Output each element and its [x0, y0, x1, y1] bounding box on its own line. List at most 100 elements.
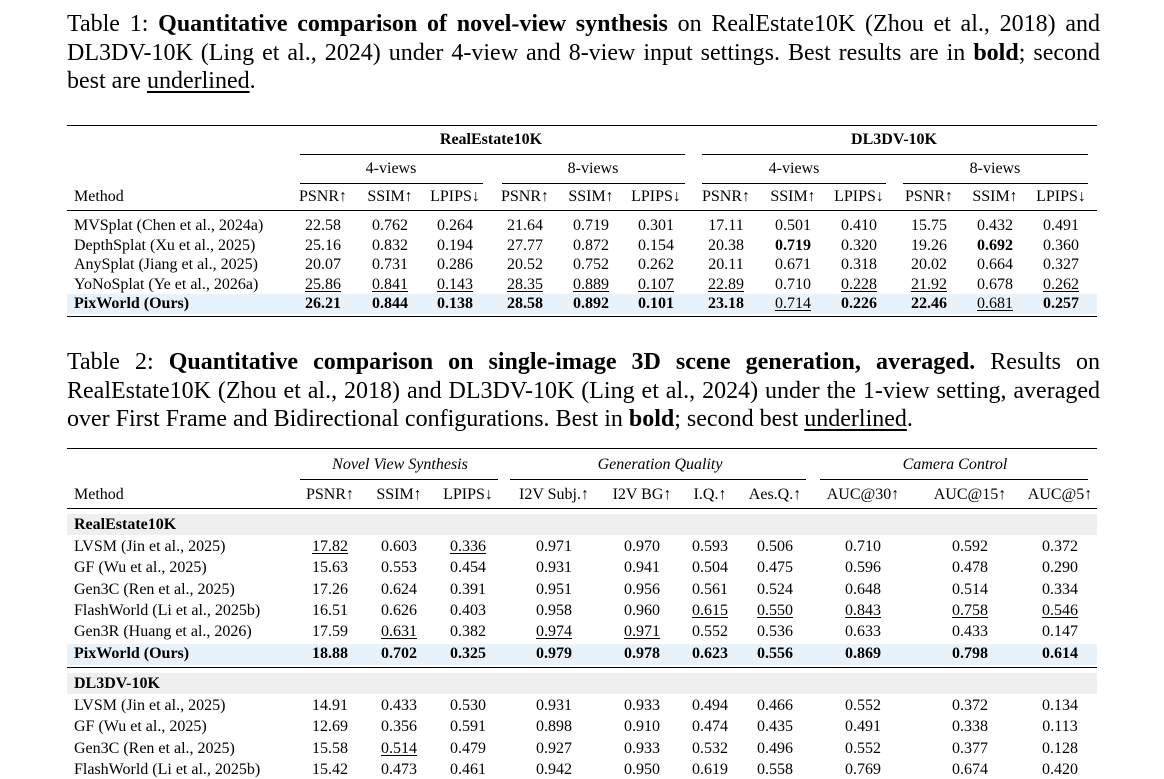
table1-value-cell: 0.327 — [1043, 256, 1079, 273]
table2-value-cell: 0.898 — [536, 718, 572, 735]
table1-group-header: RealEstate10K — [439, 131, 543, 148]
table1-value-cell: 0.194 — [437, 236, 473, 254]
table2-value-cell: 0.506 — [757, 538, 793, 555]
table1-value-cell: 0.872 — [573, 236, 609, 254]
table1-value-cell: 0.154 — [638, 236, 674, 254]
table2-value-cell: 0.391 — [450, 580, 486, 598]
table1-value-cell: 0.262 — [1043, 275, 1079, 293]
table1-method-cell: MVSplat (Chen et al., 2024a) — [74, 217, 264, 234]
table2-value-cell: 0.942 — [536, 761, 572, 778]
table2-method-cell: FlashWorld (Li et al., 2025b) — [74, 761, 261, 778]
table2-value-cell: 0.591 — [450, 718, 486, 735]
table2-method-cell: Gen3C (Ren et al., 2025) — [74, 580, 235, 598]
table2-metric-header: AUC@15↑ — [933, 486, 1007, 503]
table2-value-cell: 0.552 — [692, 623, 728, 640]
table1-sub-header: 8-views — [969, 160, 1021, 177]
table2-value-cell: 0.504 — [692, 559, 728, 576]
table2-value-cell: 0.674 — [952, 761, 988, 778]
table1-group-rule — [300, 154, 685, 155]
table2-value-cell: 0.403 — [450, 602, 486, 619]
table1-value-cell: 0.432 — [977, 217, 1013, 234]
table1-value-cell: 0.228 — [841, 275, 877, 293]
table1-caption-text3: . — [249, 68, 256, 94]
table2-value-cell: 0.433 — [952, 623, 988, 640]
table1-value-cell: 20.02 — [911, 256, 947, 273]
table1-value-cell: 0.286 — [437, 256, 473, 273]
table1-value-cell: 0.257 — [1043, 295, 1079, 312]
table2-value-cell: 12.69 — [312, 718, 348, 735]
table2-value-cell: 0.478 — [952, 559, 988, 576]
table1-value-cell: 0.841 — [372, 275, 408, 293]
table2-value-cell: 0.603 — [381, 538, 417, 555]
table1-top-rule — [67, 125, 1097, 126]
table1-caption-text2: ; second best are — [67, 39, 1101, 95]
table1-metric-header: SSIM↑ — [972, 188, 1018, 205]
table1-value-cell: 0.501 — [775, 217, 811, 234]
table1-value-cell: 0.320 — [841, 236, 877, 254]
table2-value-cell: 15.42 — [312, 761, 348, 778]
table2-value-cell: 0.514 — [952, 580, 988, 598]
table1-sub-rule — [300, 183, 483, 184]
table2-value-cell: 17.26 — [312, 580, 348, 598]
table1-caption-bold-word: bold — [973, 39, 1019, 66]
table2-value-cell: 0.941 — [624, 559, 660, 576]
table2-value-cell: 0.454 — [450, 559, 486, 576]
table2-metric-header: AUC@5↑ — [1027, 486, 1093, 503]
table2-value-cell: 0.532 — [692, 739, 728, 757]
table2-value-cell: 0.496 — [757, 739, 793, 757]
table2-value-cell: 0.552 — [845, 697, 881, 714]
table2-group-header: Camera Control — [902, 456, 1008, 473]
table2-group-rule — [820, 479, 1088, 480]
table1-metric-header: PSNR↑ — [701, 188, 751, 205]
table2-value-cell: 0.933 — [624, 739, 660, 757]
table2-method-cell: GF (Wu et al., 2025) — [74, 718, 207, 735]
table2-value-cell: 0.134 — [1042, 697, 1078, 714]
table2-caption-text1: Results on RealEstate10K (Zhou et al., 2… — [67, 349, 1101, 432]
table1-caption-title: Quantitative comparison of novel-view sy… — [158, 11, 668, 37]
table2-method-cell: FlashWorld (Li et al., 2025b) — [74, 602, 261, 619]
table1-value-cell: 19.26 — [911, 236, 947, 254]
table2-value-cell: 0.113 — [1042, 718, 1078, 735]
table1-value-cell: 0.360 — [1043, 236, 1079, 254]
table2-method-cell: LVSM (Jin et al., 2025) — [74, 538, 226, 555]
table2-value-cell: 0.951 — [536, 580, 572, 598]
table2-value-cell: 0.931 — [536, 559, 572, 576]
table2-value-cell: 0.593 — [692, 538, 728, 555]
table2-value-cell: 0.556 — [757, 644, 793, 662]
table1-value-cell: 0.410 — [841, 217, 877, 234]
table1-value-cell: 0.844 — [372, 295, 408, 312]
table2-value-cell: 0.623 — [692, 644, 728, 662]
table2-value-cell: 0.970 — [624, 538, 660, 555]
table2-method-header: Method — [74, 486, 124, 503]
table1-metric-header: SSIM↑ — [770, 188, 816, 205]
table2-value-cell: 0.933 — [624, 697, 660, 714]
table2-value-cell: 0.433 — [381, 697, 417, 714]
table1-value-cell: 23.18 — [708, 295, 744, 312]
table2-value-cell: 0.435 — [757, 718, 793, 735]
table2-value-cell: 0.971 — [624, 623, 660, 640]
table1-bottom-rule — [67, 316, 1097, 317]
table1-value-cell: 0.714 — [775, 295, 811, 312]
table1-method-cell: AnySplat (Jiang et al., 2025) — [74, 256, 258, 273]
table1-value-cell: 25.86 — [305, 275, 341, 293]
table2-value-cell: 0.377 — [952, 739, 988, 757]
table2-value-cell: 0.325 — [450, 644, 486, 662]
table2-value-cell: 0.615 — [692, 602, 728, 619]
table2-value-cell: 15.63 — [312, 559, 348, 576]
table2-metric-header: PSNR↑ — [305, 486, 355, 503]
table1-value-cell: 0.107 — [638, 275, 674, 293]
table1-value-cell: 0.101 — [638, 295, 674, 312]
table2-group-header: Generation Quality — [597, 456, 723, 473]
table1-value-cell: 0.143 — [437, 275, 473, 293]
table1-metric-header: PSNR↑ — [904, 188, 954, 205]
table2-value-cell: 0.290 — [1042, 559, 1078, 576]
table1-value-cell: 22.89 — [708, 275, 744, 293]
table1-value-cell: 28.35 — [507, 275, 543, 293]
table2-method-cell: Gen3R (Huang et al., 2026) — [74, 623, 252, 640]
table1-caption-underline-word: underlined — [146, 68, 250, 94]
table1-value-cell: 0.762 — [372, 217, 408, 234]
table2-method-cell: Gen3C (Ren et al., 2025) — [74, 739, 235, 757]
table2-value-cell: 0.769 — [845, 761, 881, 778]
table2-value-cell: 0.960 — [624, 602, 660, 619]
table2-value-cell: 0.524 — [757, 580, 793, 598]
